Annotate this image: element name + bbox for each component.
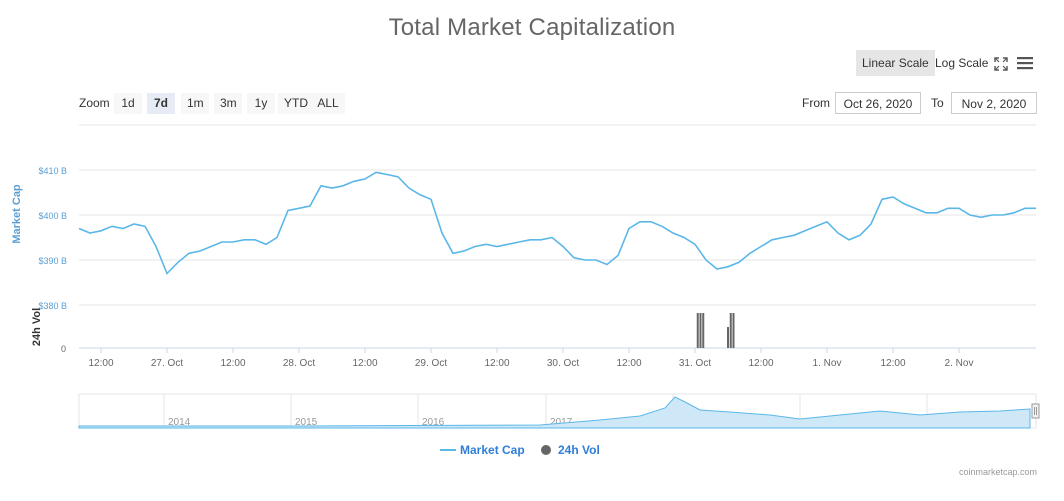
volume-axis-label: 24h Vol	[31, 308, 43, 346]
x-tick-label: 12:00	[484, 358, 509, 369]
range-from-input[interactable]: Oct 26, 2020	[835, 92, 921, 114]
x-tick-label: 12:00	[880, 358, 905, 369]
legend-volume[interactable]: 24h Vol	[558, 443, 600, 457]
volume-bar	[699, 313, 702, 348]
x-tick-label: 27. Oct	[151, 358, 183, 369]
market-cap-line	[78, 171, 1036, 275]
volume-bar	[729, 313, 732, 348]
volume-bar	[727, 327, 729, 348]
volume-zero-tick: 0	[61, 344, 66, 354]
volume-bar	[732, 313, 735, 348]
navigator-year-label: 2014	[168, 417, 191, 428]
y-tick-label: $410 B	[38, 166, 67, 176]
volume-bar	[696, 313, 699, 348]
range-to-input[interactable]: Nov 2, 2020	[951, 92, 1037, 114]
navigator-area	[78, 396, 1031, 429]
fullscreen-icon[interactable]	[993, 56, 1009, 72]
zoom-ytd-button[interactable]: YTD	[278, 93, 312, 114]
x-tick-label: 2. Nov	[945, 358, 974, 369]
x-tick-label: 31. Oct	[679, 358, 711, 369]
menu-icon[interactable]	[1016, 55, 1034, 71]
zoom-1y-button[interactable]: 1y	[247, 93, 275, 114]
zoom-label: Zoom	[79, 96, 110, 110]
x-tick-label: 12:00	[88, 358, 113, 369]
y-tick-label: $400 B	[38, 211, 67, 221]
navigator-year-label: 2016	[422, 417, 445, 428]
x-tick-label: 12:00	[748, 358, 773, 369]
zoom-3m-button[interactable]: 3m	[214, 93, 242, 114]
y-tick-label: $390 B	[38, 256, 67, 266]
y-tick-label: $380 B	[38, 301, 67, 311]
range-to-label: To	[931, 96, 944, 110]
zoom-7d-button[interactable]: 7d	[147, 93, 175, 114]
volume-bar	[702, 313, 705, 348]
zoom-1d-button[interactable]: 1d	[114, 93, 142, 114]
navigator-handle[interactable]	[1031, 403, 1040, 419]
x-tick-label: 12:00	[220, 358, 245, 369]
x-tick-label: 29. Oct	[415, 358, 447, 369]
zoom-all-button[interactable]: ALL	[311, 93, 345, 114]
linear-scale-button[interactable]: Linear Scale	[856, 50, 935, 76]
log-scale-button[interactable]: Log Scale	[935, 56, 989, 70]
y-axis-label: Market Cap	[11, 184, 23, 244]
legend-market-cap[interactable]: Market Cap	[460, 443, 525, 457]
navigator-year-label: 2015	[295, 417, 318, 428]
range-from-label: From	[802, 96, 830, 110]
zoom-1m-button[interactable]: 1m	[181, 93, 209, 114]
x-tick-label: 28. Oct	[283, 358, 315, 369]
chart-title: Total Market Capitalization	[388, 14, 676, 41]
x-tick-label: 12:00	[352, 358, 377, 369]
legend-market-cap-symbol	[440, 449, 456, 451]
x-tick-label: 1. Nov	[813, 358, 842, 369]
navigator-year-label: 2017	[550, 417, 573, 428]
x-tick-label: 12:00	[616, 358, 641, 369]
credit-link[interactable]: coinmarketcap.com	[958, 467, 1037, 477]
x-tick-label: 30. Oct	[547, 358, 579, 369]
legend-volume-symbol	[541, 445, 551, 455]
